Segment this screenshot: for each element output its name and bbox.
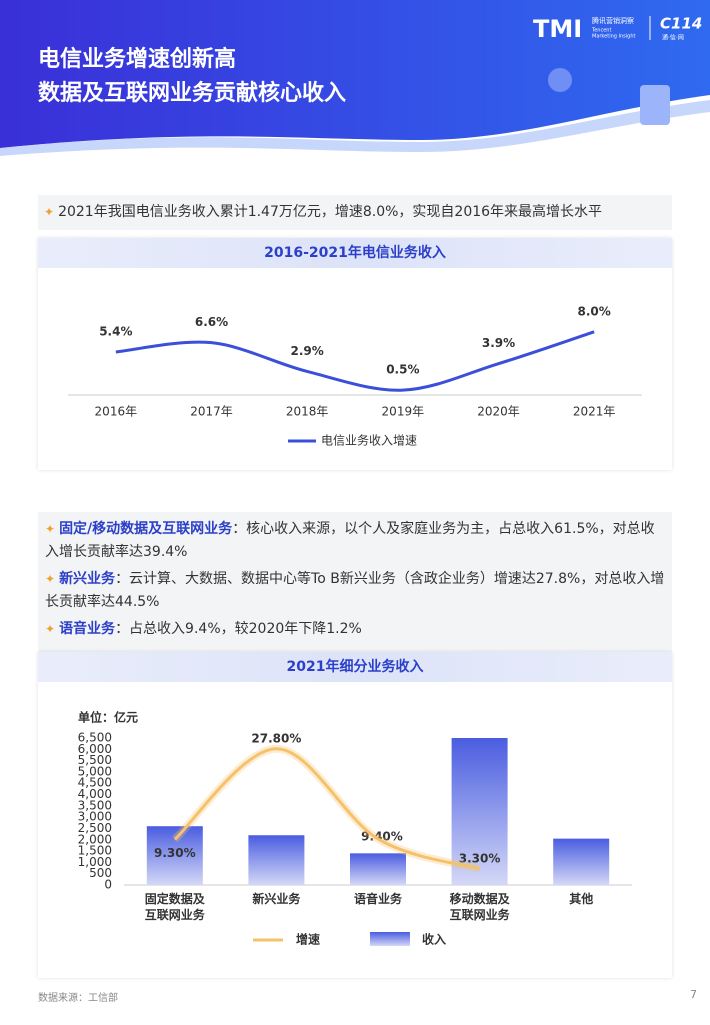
- y-tick-label: 5,500: [78, 753, 112, 767]
- summary-text: 2021年我国电信业务收入累计1.47万亿元，增速8.0%，实现自2016年来最…: [58, 204, 603, 220]
- legend-swatch: [370, 932, 410, 946]
- x-tick-label: 2020年: [477, 405, 520, 419]
- x-tick-label: 2021年: [573, 405, 616, 419]
- data-label: 9.30%: [154, 846, 196, 860]
- y-tick-label: 6,000: [78, 742, 112, 756]
- x-tick-label: 2019年: [382, 405, 425, 419]
- bullet: ✦ 语音业务：占总收入9.4%，较2020年下降1.2%: [45, 618, 665, 641]
- bullets: ✦ 固定/移动数据及互联网业务：核心收入来源，以个人及家庭业务为主，占总收入61.…: [38, 512, 672, 654]
- logo-mark: TMI: [533, 15, 582, 43]
- icon: ✦: [45, 572, 56, 586]
- logo-en: Marketing Insight: [592, 34, 635, 40]
- x-tick-label: 2016年: [95, 405, 138, 419]
- y-tick-label: 3,000: [78, 810, 112, 824]
- bullet-text: ：云计算、大数据、数据中心等To B新兴业务（含政企业务）增速达27.8%，对总…: [45, 571, 665, 610]
- data-label: 27.80%: [251, 731, 301, 745]
- y-tick-label: 2,000: [78, 832, 112, 846]
- legend-label: 收入: [422, 932, 446, 947]
- chart: 2016年 2017年 2018年 2019年 2020年 2021年 5.4% 6.6% 2.…: [68, 304, 642, 448]
- chart-panel: 2021年细分业务收入 单位：亿元 0 500 1,000 1,500 2,000 2,50…: [38, 652, 672, 978]
- y-tick-label: 1,500: [78, 844, 112, 858]
- data-label: 3.30%: [459, 851, 501, 865]
- bullet: ✦ 固定/移动数据及互联网业务：核心收入来源，以个人及家庭业务为主，占总收入61.…: [45, 518, 665, 564]
- bar: [553, 838, 610, 885]
- legend-label: 增速: [296, 932, 320, 947]
- legend-label: 电信业务收入增速: [321, 433, 417, 448]
- chart-title: 2016-2021年电信业务收入: [38, 238, 672, 268]
- title-line: 电信业务增速创新高: [38, 46, 236, 72]
- icon: ✦: [45, 522, 56, 536]
- logo-partner: C114: [660, 15, 702, 33]
- line: [173, 747, 481, 871]
- y-tick-label: 6,500: [78, 731, 112, 745]
- x-tick-label: 2018年: [286, 405, 329, 419]
- bullet-label: 新兴业务: [59, 571, 116, 587]
- x-tick-label: 固定数据及互联网业务: [145, 891, 206, 922]
- y-tick-label: 4,500: [78, 776, 112, 790]
- data-label: 0.5%: [386, 363, 419, 377]
- bar: [146, 826, 203, 885]
- line-glow: [172, 744, 481, 873]
- bullet-label: 语音业务: [59, 621, 116, 637]
- icon: ✦: [45, 622, 56, 636]
- chart-title: 2021年细分业务收入: [38, 652, 672, 682]
- header-bg: 电信业务增速创新高 数据及互联网业务贡献核心收入 TMI 腾讯营销洞察 Tenc…: [0, 0, 710, 156]
- y-tick-label: 1,000: [78, 855, 112, 869]
- unit-label: 单位：亿元: [78, 710, 138, 725]
- data-label: 5.4%: [99, 325, 132, 339]
- logo-cn: 腾讯营销洞察: [592, 16, 634, 25]
- title-line: 数据及互联网业务贡献核心收入: [38, 80, 346, 106]
- y-tick-label: 2,500: [78, 821, 112, 835]
- y-tick-label: 5,000: [78, 764, 112, 778]
- bullet-label: 固定/移动数据及互联网业务: [59, 521, 233, 537]
- summary: ✦ 2021年我国电信业务收入累计1.47万亿元，增速8.0%，实现自2016年来…: [38, 195, 672, 230]
- source: 数据来源：工信部: [38, 993, 118, 1004]
- x-tick-label: 其他: [569, 891, 593, 906]
- y-tick-label: 0: [104, 878, 112, 892]
- y-tick-label: 500: [89, 866, 112, 880]
- line: [115, 330, 595, 392]
- bar: [451, 738, 508, 885]
- icon: ✦: [44, 205, 55, 219]
- bullet: ✦ 新兴业务：云计算、大数据、数据中心等To B新兴业务（含政企业务）增速达27.…: [45, 568, 665, 614]
- data-label: 2.9%: [291, 344, 324, 358]
- x-tick-label: 移动数据及互联网业务: [450, 891, 511, 922]
- data-label: 8.0%: [578, 304, 611, 318]
- page-number: 7: [690, 988, 697, 1001]
- x-tick-label: 语音业务: [354, 891, 403, 906]
- data-label: 6.6%: [195, 315, 228, 329]
- bullet-text: ：占总收入9.4%，较2020年下降1.2%: [115, 621, 362, 637]
- bar: [350, 853, 406, 885]
- bar: [248, 835, 305, 885]
- x-tick-label: 新兴业务: [252, 891, 301, 906]
- y-tick-label: 4,000: [78, 787, 112, 801]
- chart-panel: 2016-2021年电信业务收入 2016年 2017年 2018年 2019年 202…: [38, 238, 672, 470]
- logo-partner-sub: 通·信·网: [662, 34, 684, 42]
- bullet-text: ：核心收入来源，以个人及家庭业务为主，占总收入61.5%，对总收入增长贡献率达3…: [45, 521, 655, 560]
- y-tick-label: 3,500: [78, 798, 112, 812]
- x-tick-label: 2017年: [190, 405, 233, 419]
- logo-en: Tencent: [591, 28, 611, 34]
- chart: 单位：亿元05001,0001,5002,0002,5003,0003,5004…: [78, 710, 632, 947]
- data-label: 3.9%: [482, 336, 515, 350]
